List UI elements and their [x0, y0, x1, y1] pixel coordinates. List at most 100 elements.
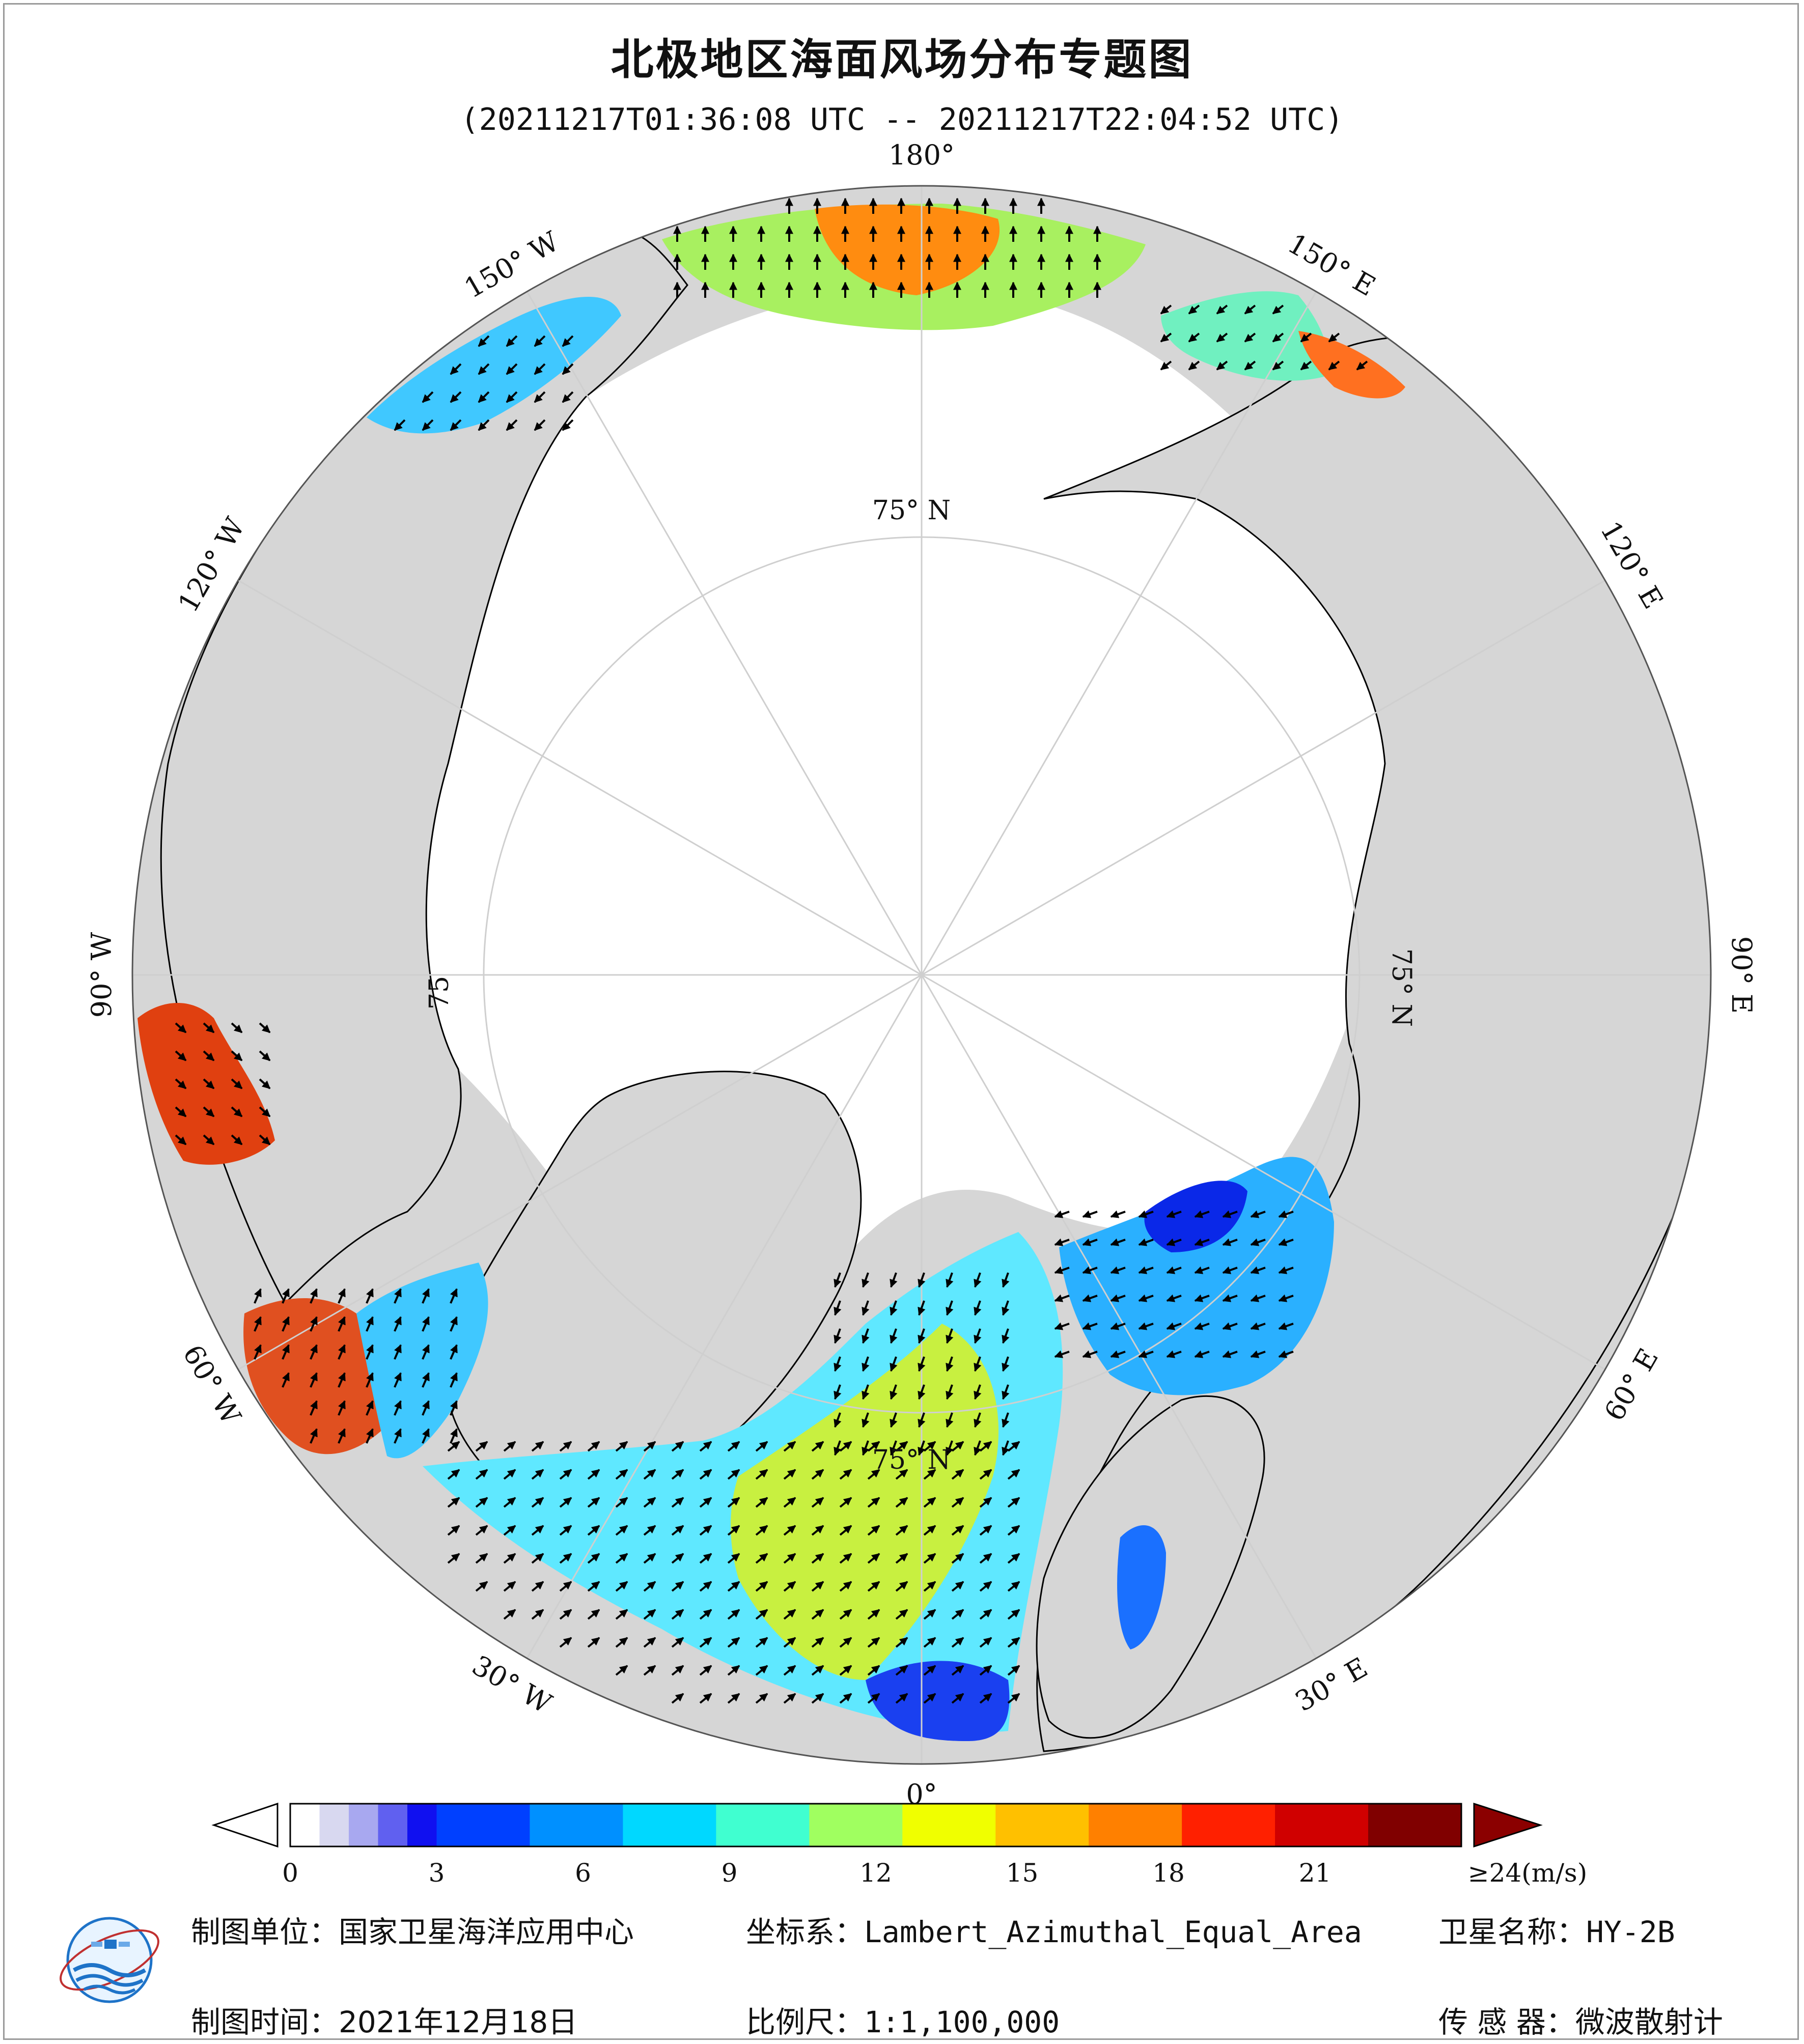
wind-arrow [783, 1441, 796, 1452]
wind-arrow [811, 1693, 824, 1704]
wind-arrow [895, 1693, 908, 1704]
wind-arrow [531, 1525, 544, 1536]
colorbar-tick-label: 6 [575, 1858, 591, 1888]
wind-arrow [895, 1553, 908, 1564]
wind-arrow [1160, 304, 1172, 315]
wind-arrow [643, 1553, 656, 1564]
wind-arrow [727, 1553, 740, 1564]
meridian-line [921, 974, 1606, 1370]
wind-arrow [531, 1441, 544, 1452]
wind-arrow [895, 1525, 908, 1536]
wind-arrow [671, 1553, 684, 1564]
latitude-circle-75n [483, 536, 1361, 1414]
wind-region-baltic-sea [1117, 1525, 1166, 1649]
wind-arrow [755, 1469, 768, 1480]
wind-arrow [1082, 1350, 1098, 1358]
wind-arrow [783, 1525, 796, 1536]
colorbar-segment [623, 1804, 717, 1846]
wind-arrow [755, 1441, 768, 1452]
wind-arrow [1110, 1294, 1126, 1302]
footer-scale: 比例尺：1:1,100,000 [746, 1998, 1060, 2041]
wind-arrow [979, 1441, 992, 1452]
wind-arrow [1244, 360, 1256, 371]
wind-arrow [1222, 1350, 1238, 1358]
wind-arrow [839, 1525, 852, 1536]
wind-arrow [867, 1469, 880, 1480]
wind-arrow [1082, 1266, 1098, 1274]
wind-arrow [839, 1497, 852, 1508]
wind-arrow [755, 1637, 768, 1648]
wind-arrow [755, 1497, 768, 1508]
colorbar-tick-label: 0 [282, 1858, 298, 1888]
footer-unit-value: 国家卫星海洋应用中心 [339, 1915, 634, 1949]
wind-arrow [394, 1428, 402, 1444]
wind-arrow [951, 1609, 964, 1620]
wind-arrow [755, 1665, 768, 1676]
wind-arrow [615, 1665, 628, 1676]
wind-arrow [562, 363, 574, 375]
wind-arrow [895, 1609, 908, 1620]
wind-arrow [643, 1469, 656, 1480]
wind-arrow [254, 1288, 262, 1304]
wind-arrow [839, 1637, 852, 1648]
wind-arrow [811, 1497, 824, 1508]
colorbar-tick-label: ≥24(m/s) [1467, 1858, 1588, 1888]
wind-arrow [447, 1525, 460, 1536]
wind-arrow [867, 1497, 880, 1508]
wind-arrow [1054, 1210, 1070, 1218]
wind-arrow [1244, 304, 1256, 315]
map-title: 北极地区海面风场分布专题图 [610, 35, 1194, 85]
wind-arrow [587, 1581, 600, 1592]
wind-arrow [259, 1134, 271, 1145]
lat-label-75-left: 75 [424, 976, 455, 1010]
wind-arrow [951, 1469, 964, 1480]
wind-arrow [1272, 332, 1284, 343]
wind-arrow [478, 363, 490, 375]
wind-arrow [755, 1609, 768, 1620]
colorbar-segment [1368, 1804, 1462, 1846]
wind-arrow [979, 1637, 992, 1648]
wind-arrow [839, 1441, 852, 1452]
wind-arrow [946, 1272, 954, 1288]
wind-arrow [559, 1525, 572, 1536]
lat-label-75n-right: 75° N [1386, 948, 1417, 1027]
wind-arrow [282, 1372, 290, 1388]
wind-arrow [478, 391, 490, 403]
meridian-line [921, 291, 1317, 975]
wind-arrow [834, 1328, 842, 1344]
meridian-line [237, 974, 922, 1370]
wind-arrow [811, 1609, 824, 1620]
wind-arrow [1194, 1294, 1210, 1302]
wind-arrow [503, 1581, 516, 1592]
wind-arrow [175, 1022, 187, 1033]
wind-region-davis-strait [356, 1263, 488, 1459]
wind-arrow [1166, 1350, 1182, 1358]
colorbar-under-arrow [211, 1802, 279, 1848]
wind-speed-layer [137, 204, 1405, 1741]
footer-scale-label: 比例尺： [746, 2005, 865, 2039]
colorbar-segment [809, 1804, 903, 1846]
wind-arrow [979, 1581, 992, 1592]
wind-arrow [1054, 1350, 1070, 1358]
wind-arrow [839, 1665, 852, 1676]
wind-arrow [918, 1440, 926, 1456]
wind-arrow [1250, 1294, 1266, 1302]
wind-arrow [783, 1637, 796, 1648]
wind-arrow [867, 1553, 880, 1564]
wind-arrow [727, 1581, 740, 1592]
wind-arrow [203, 1078, 215, 1089]
wind-arrow [587, 1441, 600, 1452]
wind-arrow [1054, 1322, 1070, 1330]
colorbar-segment [1275, 1804, 1369, 1846]
wind-arrow [1166, 1322, 1182, 1330]
wind-arrow [394, 1344, 402, 1360]
wind-arrow [699, 1693, 712, 1704]
wind-arrow [811, 1441, 824, 1452]
wind-arrow [727, 1469, 740, 1480]
wind-arrow [1002, 1440, 1010, 1456]
colorbar-tick-label: 9 [721, 1858, 738, 1888]
wind-arrow [811, 1525, 824, 1536]
footer-sensor-value: 微波散射计 [1575, 2005, 1723, 2039]
wind-arrow [203, 1134, 215, 1145]
